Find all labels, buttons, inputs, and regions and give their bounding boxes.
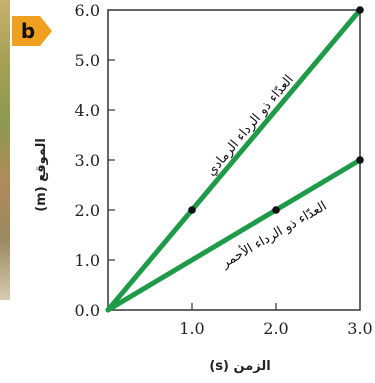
y-tick-label: 6.0 xyxy=(75,1,100,20)
panel-badge: b xyxy=(12,16,52,46)
x-axis-title: الزمن (s) xyxy=(209,359,270,374)
y-tick-label: 5.0 xyxy=(75,51,100,70)
y-axis-title: الموقع (m) xyxy=(34,138,49,212)
data-point xyxy=(272,206,280,214)
series-line-red xyxy=(105,157,363,313)
data-point xyxy=(356,6,364,14)
y-tick-label: 1.0 xyxy=(75,251,100,270)
x-axis-ticks: 1.0 2.0 3.0 xyxy=(179,303,373,338)
y-axis-ticks: 0.0 1.0 2.0 3.0 4.0 5.0 6.0 xyxy=(75,1,115,320)
series-label-gray: العدّاء ذو الرداء الرمادي xyxy=(204,72,297,179)
data-point xyxy=(356,156,364,164)
y-tick-label: 0.0 xyxy=(75,301,100,320)
y-tick-label: 2.0 xyxy=(75,201,100,220)
photo-strip xyxy=(0,0,10,300)
x-tick-label: 2.0 xyxy=(263,319,288,338)
y-tick-label: 4.0 xyxy=(75,101,100,120)
panel-badge-label: b xyxy=(21,19,35,43)
x-tick-label: 1.0 xyxy=(179,319,204,338)
x-tick-label: 3.0 xyxy=(347,319,372,338)
series-group xyxy=(105,6,364,313)
data-point xyxy=(188,206,196,214)
y-tick-label: 3.0 xyxy=(75,151,100,170)
